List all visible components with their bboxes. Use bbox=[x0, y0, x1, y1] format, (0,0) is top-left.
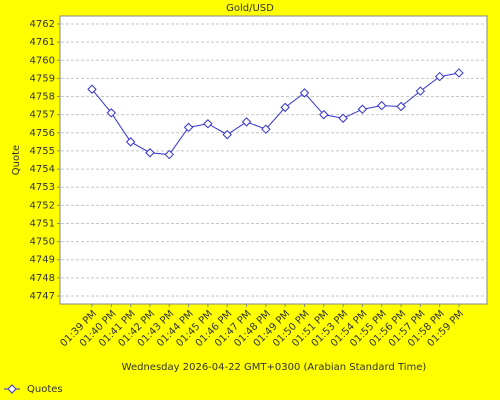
y-tick-label: 4754 bbox=[30, 164, 55, 175]
point bbox=[222, 129, 232, 140]
y-tick-label: 4759 bbox=[30, 73, 55, 84]
point bbox=[87, 84, 97, 94]
point bbox=[106, 108, 117, 118]
point bbox=[261, 124, 271, 134]
point bbox=[125, 137, 136, 147]
point bbox=[377, 100, 387, 111]
point bbox=[145, 148, 155, 158]
point bbox=[164, 149, 174, 160]
y-tick-label: 4750 bbox=[30, 237, 55, 248]
y-tick-label: 4752 bbox=[30, 200, 55, 211]
chart-title: Gold/USD bbox=[226, 3, 274, 14]
y-tick-label: 4757 bbox=[30, 110, 55, 121]
y-tick-label: 4747 bbox=[30, 291, 55, 302]
point bbox=[299, 88, 310, 98]
point bbox=[241, 117, 252, 127]
y-tick-label: 4753 bbox=[30, 182, 55, 193]
legend-marker bbox=[7, 384, 17, 394]
point bbox=[434, 71, 445, 82]
legend-label: Quotes bbox=[27, 384, 63, 395]
y-tick-label: 4749 bbox=[30, 255, 55, 266]
point bbox=[415, 86, 426, 96]
y-tick-label: 4751 bbox=[30, 218, 55, 229]
point bbox=[396, 101, 406, 112]
y-tick-label: 4748 bbox=[30, 273, 55, 284]
point bbox=[357, 104, 368, 114]
y-tick-label: 4755 bbox=[30, 146, 55, 157]
point bbox=[454, 68, 464, 78]
x-axis-label: Wednesday 2026-04-22 GMT+0300 (Arabian S… bbox=[122, 362, 427, 373]
y-axis-label: Quote bbox=[11, 145, 22, 175]
y-tick-label: 4756 bbox=[30, 128, 55, 139]
point bbox=[203, 119, 213, 129]
y-tick-label: 4758 bbox=[30, 92, 55, 103]
plot-area bbox=[59, 15, 488, 305]
point bbox=[338, 113, 348, 123]
point bbox=[319, 109, 329, 120]
y-tick-label: 4760 bbox=[30, 55, 55, 66]
point bbox=[280, 102, 290, 113]
y-tick-label: 4762 bbox=[30, 19, 55, 30]
y-tick-label: 4761 bbox=[30, 37, 55, 48]
point bbox=[183, 122, 194, 133]
